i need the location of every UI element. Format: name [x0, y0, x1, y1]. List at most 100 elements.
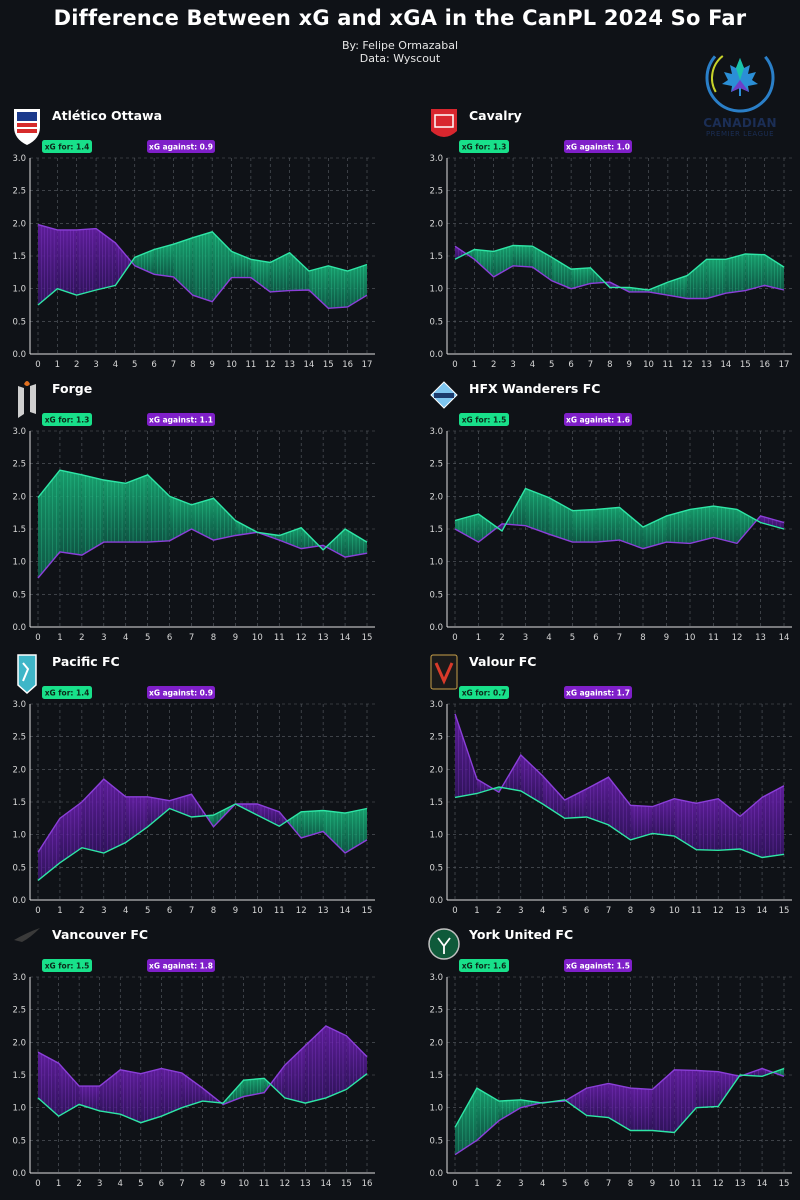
x-tick-label: 2 — [74, 360, 79, 370]
svg-text:xG for: 1.4: xG for: 1.4 — [45, 689, 90, 698]
xg-advantage-area — [520, 1099, 541, 1108]
y-tick-label: 1.5 — [429, 1071, 443, 1081]
xg-for-badge: xG for: 1.4 — [42, 686, 92, 699]
x-tick-label: 13 — [755, 633, 766, 643]
x-tick-label: 13 — [318, 906, 329, 916]
y-tick-label: 1.0 — [429, 558, 443, 568]
y-tick-label: 0.0 — [429, 1169, 443, 1179]
xg-advantage-area — [478, 514, 498, 543]
x-tick-label: 11 — [691, 906, 702, 916]
x-tick-label: 16 — [362, 1179, 373, 1189]
y-tick-label: 2.5 — [429, 460, 443, 470]
xga-advantage-area — [115, 242, 132, 286]
x-tick-label: 7 — [179, 1179, 184, 1189]
x-tick-label: 8 — [607, 360, 612, 370]
svg-text:xG against: 1.7: xG against: 1.7 — [566, 689, 630, 698]
x-tick-label: 16 — [759, 360, 770, 370]
y-tick-label: 2.5 — [12, 733, 26, 743]
xg-against-badge: xG against: 1.7 — [564, 686, 632, 699]
x-tick-label: 3 — [518, 1179, 523, 1189]
y-tick-label: 2.0 — [12, 492, 26, 502]
y-tick-label: 2.0 — [429, 219, 443, 229]
y-tick-label: 2.0 — [12, 765, 26, 775]
xg-advantage-area — [773, 1068, 784, 1077]
y-tick-label: 0.5 — [429, 590, 443, 600]
team-logo-icon — [431, 109, 457, 137]
xga-series-line — [454, 1067, 785, 1156]
x-tick-label: 13 — [735, 1179, 746, 1189]
team-name: Pacific FC — [52, 654, 120, 669]
svg-text:xG against: 1.1: xG against: 1.1 — [149, 416, 213, 425]
team-name: Atlético Ottawa — [52, 108, 162, 123]
x-tick-label: 10 — [643, 360, 654, 370]
xg-series-line — [454, 244, 785, 291]
xg-advantage-area — [326, 529, 346, 558]
x-tick-label: 15 — [779, 1179, 790, 1189]
x-tick-label: 1 — [474, 906, 479, 916]
xg-series-line — [37, 1073, 368, 1124]
xga-advantage-area — [476, 779, 493, 794]
xg-series-line — [454, 1067, 785, 1134]
x-tick-label: 11 — [259, 1179, 270, 1189]
x-tick-label: 6 — [167, 906, 172, 916]
y-tick-label: 3.0 — [429, 973, 443, 983]
svg-text:xG for: 1.5: xG for: 1.5 — [45, 962, 90, 971]
xg-for-badge: xG for: 1.4 — [42, 140, 92, 153]
x-tick-label: 11 — [708, 633, 719, 643]
x-tick-label: 1 — [57, 906, 62, 916]
xg-for-badge: xG for: 1.3 — [42, 413, 92, 426]
xg-for-badge: xG for: 1.3 — [459, 140, 509, 153]
x-tick-label: 2 — [491, 360, 496, 370]
team-name: Vancouver FC — [52, 927, 148, 942]
xg-for-badge: xG for: 1.6 — [459, 959, 509, 972]
xga-advantage-area — [762, 1068, 773, 1077]
x-tick-label: 5 — [145, 633, 150, 643]
team-name: Valour FC — [469, 654, 536, 669]
x-tick-label: 5 — [132, 360, 137, 370]
x-tick-label: 6 — [593, 633, 598, 643]
xga-series-line — [37, 223, 368, 310]
y-tick-label: 0.5 — [429, 317, 443, 327]
x-tick-label: 8 — [211, 633, 216, 643]
x-tick-label: 10 — [252, 906, 263, 916]
team-name: York United FC — [468, 927, 573, 942]
x-tick-label: 4 — [540, 1179, 545, 1189]
x-tick-label: 9 — [233, 633, 238, 643]
team-logo-icon — [428, 928, 460, 960]
x-tick-label: 4 — [113, 360, 118, 370]
xg-against-badge: xG against: 1.6 — [564, 413, 632, 426]
x-tick-label: 7 — [189, 633, 194, 643]
x-tick-label: 7 — [606, 1179, 611, 1189]
x-tick-label: 9 — [626, 360, 631, 370]
x-tick-label: 4 — [530, 360, 535, 370]
x-tick-label: 6 — [584, 906, 589, 916]
maple-leaf-icon — [705, 43, 775, 113]
x-tick-label: 13 — [300, 1179, 311, 1189]
x-tick-label: 1 — [55, 360, 60, 370]
y-tick-label: 1.0 — [12, 1104, 26, 1114]
x-tick-label: 0 — [452, 360, 457, 370]
x-tick-label: 9 — [664, 633, 669, 643]
x-tick-label: 1 — [57, 633, 62, 643]
y-tick-label: 2.0 — [429, 492, 443, 502]
y-tick-label: 1.0 — [429, 1104, 443, 1114]
team-chart-5: Valour FC xG for: 0.7 xG against: 1.7 0.0 0.… — [429, 654, 792, 916]
x-tick-label: 3 — [101, 906, 106, 916]
x-tick-label: 2 — [496, 906, 501, 916]
data-source: Data: Wyscout — [359, 52, 441, 65]
xga-series-line — [37, 778, 368, 854]
y-tick-label: 1.5 — [12, 1071, 26, 1081]
x-tick-label: 11 — [691, 1179, 702, 1189]
x-tick-label: 7 — [606, 906, 611, 916]
svg-text:xG for: 1.4: xG for: 1.4 — [45, 143, 90, 152]
x-tick-label: 8 — [628, 906, 633, 916]
xg-advantage-area — [466, 249, 475, 260]
team-logo-icon — [430, 654, 458, 690]
x-tick-label: 3 — [523, 633, 528, 643]
xg-for-badge: xG for: 1.5 — [459, 413, 509, 426]
x-tick-label: 10 — [238, 1179, 249, 1189]
y-tick-label: 1.0 — [12, 285, 26, 295]
team-logo-icon — [18, 381, 36, 418]
svg-text:xG for: 1.6: xG for: 1.6 — [462, 962, 507, 971]
